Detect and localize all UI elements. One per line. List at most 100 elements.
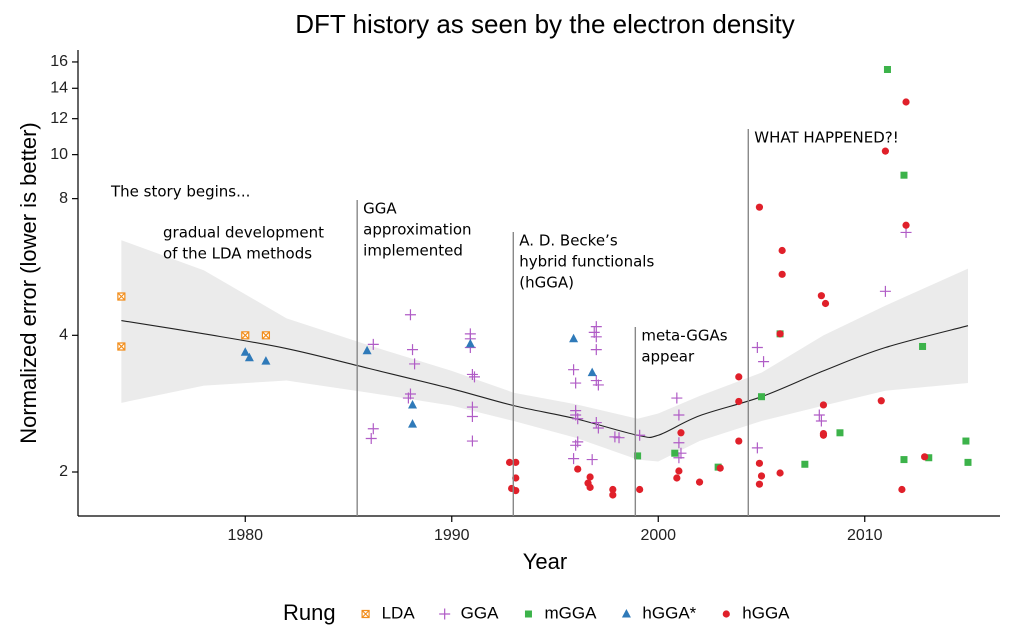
point — [586, 454, 598, 466]
point — [466, 368, 478, 380]
point — [671, 449, 679, 457]
point — [365, 433, 377, 445]
point — [408, 419, 418, 428]
point — [716, 464, 724, 472]
point — [466, 411, 478, 423]
point — [465, 338, 475, 348]
point — [409, 358, 421, 370]
legend-item: hGGA* — [621, 603, 697, 622]
point — [587, 367, 597, 377]
point — [695, 478, 704, 486]
point — [776, 469, 784, 477]
legend-item: GGA — [439, 603, 499, 622]
point — [609, 485, 617, 494]
y-tick-label: 8 — [59, 190, 68, 207]
point — [117, 342, 126, 351]
point — [757, 393, 765, 401]
point — [821, 299, 830, 308]
point — [570, 377, 582, 389]
point — [751, 442, 763, 454]
legend-marker — [439, 608, 451, 620]
point — [261, 356, 271, 365]
point — [466, 435, 478, 447]
point — [751, 342, 763, 354]
annotation-text: GGA — [363, 200, 397, 218]
point — [244, 352, 254, 362]
point — [673, 409, 685, 421]
point — [570, 439, 582, 451]
annotation-text: appear — [641, 348, 695, 366]
point — [877, 397, 885, 405]
point — [755, 459, 764, 467]
point — [673, 452, 685, 464]
point — [925, 454, 933, 462]
point — [586, 483, 594, 491]
point — [902, 98, 910, 106]
point — [590, 417, 602, 429]
x-tick-label: 1980 — [227, 527, 263, 544]
point — [735, 397, 743, 406]
annotation-text: hybrid functionals — [519, 253, 654, 271]
point — [815, 415, 827, 427]
point — [813, 409, 825, 421]
y-tick-label: 12 — [50, 110, 68, 127]
point — [735, 373, 743, 381]
y-tick-label: 2 — [59, 463, 68, 480]
point — [776, 330, 784, 338]
point — [757, 472, 766, 480]
annotation-text: implemented — [363, 242, 463, 260]
point — [677, 429, 685, 437]
legend-label: GGA — [461, 603, 499, 622]
point — [801, 460, 809, 468]
point — [404, 309, 416, 321]
point — [883, 65, 891, 73]
point — [634, 452, 642, 460]
point — [590, 344, 602, 356]
point — [568, 453, 580, 465]
point — [902, 221, 910, 229]
legend-item: hGGA — [722, 603, 790, 622]
point — [362, 345, 372, 355]
point — [898, 485, 906, 494]
point — [879, 285, 891, 297]
point — [407, 344, 419, 356]
point — [505, 458, 514, 466]
annotation-text: of the LDA methods — [163, 245, 312, 263]
y-tick-label: 14 — [50, 80, 68, 97]
point — [758, 356, 770, 368]
legend-item: mGGA — [524, 603, 597, 622]
legend-label: hGGA — [742, 603, 790, 622]
point — [836, 429, 844, 437]
point — [636, 485, 644, 494]
point — [590, 321, 602, 333]
point — [735, 437, 743, 445]
y-axis-label: Normalized error (lower is better) — [16, 122, 41, 444]
point — [962, 437, 970, 445]
point — [755, 480, 764, 488]
point — [590, 375, 602, 387]
legend-item: LDA — [361, 603, 415, 622]
trend-line — [121, 320, 969, 439]
y-tick-label: 10 — [50, 146, 68, 163]
y-tick-label: 16 — [50, 53, 68, 70]
point — [613, 432, 625, 444]
point — [819, 401, 828, 409]
point — [367, 423, 379, 435]
point — [588, 326, 600, 338]
point — [900, 456, 908, 464]
point — [755, 203, 764, 211]
legend-marker — [361, 609, 370, 619]
legend-label: hGGA* — [642, 603, 696, 622]
legend-marker — [621, 609, 631, 618]
point — [117, 292, 126, 301]
point — [778, 270, 786, 278]
x-axis-label: Year — [523, 549, 567, 574]
point — [817, 292, 825, 300]
legend-marker — [722, 610, 730, 618]
point — [590, 331, 602, 343]
point — [921, 453, 929, 461]
point — [367, 338, 379, 350]
legend-marker — [524, 610, 532, 618]
annotation-text: A. D. Becke’s — [519, 232, 618, 250]
